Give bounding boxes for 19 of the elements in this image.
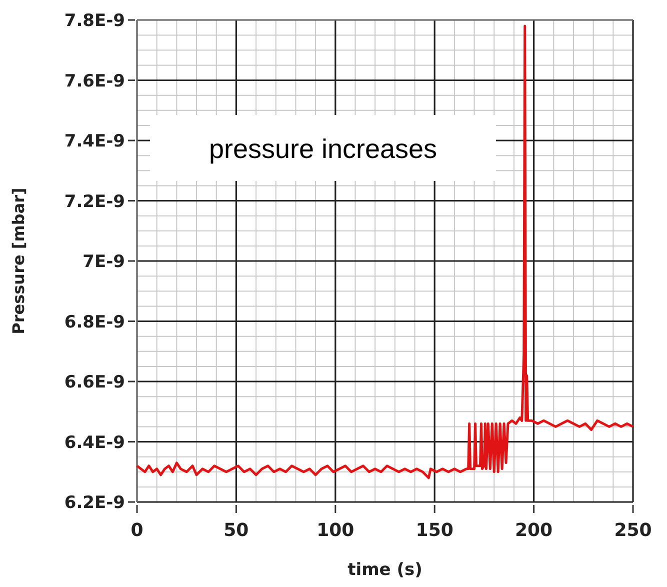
x-axis-title: time (s) (348, 560, 422, 580)
x-tick-label: 0 (130, 520, 144, 541)
x-tick-label: 200 (515, 520, 553, 541)
x-tick-label: 250 (614, 520, 652, 541)
y-tick-label: 6.8E-9 (64, 312, 125, 332)
y-tick-label: 6.2E-9 (64, 493, 125, 513)
x-tick-label: 50 (224, 520, 249, 541)
line-series (136, 24, 634, 480)
y-tick-label: 7E-9 (82, 252, 125, 272)
y-tick-label: 7.8E-9 (64, 11, 125, 31)
y-tick-label: 7.2E-9 (64, 192, 125, 212)
x-tick-label: 100 (316, 520, 354, 541)
y-tick-label: 7.4E-9 (64, 132, 125, 152)
y-tick-label: 7.6E-9 (64, 71, 125, 92)
x-tick-label: 150 (416, 520, 454, 541)
y-axis-title: Pressure [mbar] (9, 188, 28, 334)
y-tick-label: 6.4E-9 (64, 432, 125, 453)
y-tick-label: 6.6E-9 (64, 372, 125, 392)
annotation: pressure increases (208, 134, 438, 164)
